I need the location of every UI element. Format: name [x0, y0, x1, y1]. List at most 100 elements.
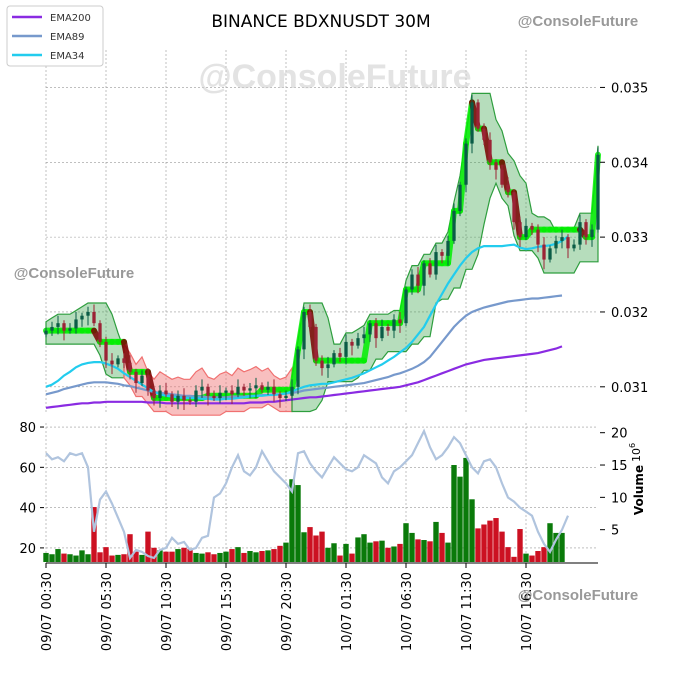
candle-28	[212, 390, 216, 402]
candle-9	[98, 320, 102, 348]
volume-bar-53	[361, 534, 367, 562]
candle-70	[464, 138, 468, 193]
candle-45	[314, 323, 318, 366]
volume-bar-39	[277, 545, 283, 562]
volume-bar-58	[391, 546, 397, 562]
candle-body	[356, 338, 360, 346]
volume-tick-label-1: 10	[611, 491, 628, 506]
candle-26	[200, 379, 204, 399]
candle-body	[554, 240, 558, 249]
candle-body	[374, 323, 378, 339]
volume-bar-15	[133, 551, 139, 562]
volume-bar-61	[409, 532, 415, 562]
candle-40	[284, 390, 288, 402]
candle-60	[404, 286, 408, 327]
volume-bar-59	[397, 543, 403, 562]
watermark-top-right: @ConsoleFuture	[518, 13, 638, 30]
candle-56	[380, 319, 384, 342]
time-tick-label-6: 10/07 06:30	[400, 572, 415, 651]
time-tick-label-3: 09/07 15:30	[220, 572, 235, 651]
candle-14	[128, 355, 132, 380]
volume-bar-8	[91, 507, 97, 562]
candle-body	[164, 390, 168, 395]
volume-bar-86	[559, 532, 565, 562]
candle-body	[590, 229, 594, 238]
candle-body	[572, 244, 576, 249]
candle-16	[140, 370, 144, 387]
candle-6	[80, 312, 84, 327]
volume-axis-label: Volume	[632, 465, 646, 515]
volume-bar-80	[523, 553, 529, 562]
candle-8	[92, 304, 96, 327]
candle-78	[512, 189, 516, 230]
candle-54	[368, 320, 372, 342]
volume-tick-label-0: 5	[611, 524, 619, 539]
candle-body	[536, 229, 540, 245]
volume-bar-64	[427, 541, 433, 562]
candle-65	[434, 244, 438, 280]
candle-body	[146, 375, 150, 391]
volume-bar-82	[535, 551, 541, 562]
candle-body	[74, 319, 78, 329]
volume-bar-31	[229, 549, 235, 562]
volume-bar-46	[319, 531, 325, 562]
volume-bar-71	[469, 499, 475, 562]
candle-body	[386, 326, 390, 331]
volume-bar-16	[139, 554, 145, 562]
candle-88	[572, 239, 576, 252]
price-grid	[45, 50, 598, 413]
candle-80	[524, 218, 528, 241]
volume-bar-13	[121, 554, 127, 562]
candle-body	[362, 334, 366, 339]
candle-84	[548, 245, 552, 263]
volume-bar-30	[223, 551, 229, 562]
candle-body	[242, 386, 246, 391]
candle-body	[140, 375, 144, 384]
candle-body	[566, 237, 570, 249]
candle-89	[578, 214, 582, 250]
volume-bar-34	[247, 551, 253, 562]
candle-61	[410, 269, 414, 295]
candle-17	[146, 368, 150, 396]
candle-21	[170, 391, 174, 408]
candle-body	[500, 169, 504, 185]
candle-body	[470, 102, 474, 144]
candle-86	[560, 229, 564, 249]
candle-59	[398, 311, 402, 333]
volume-bar-38	[271, 549, 277, 562]
candle-15	[134, 368, 138, 393]
candle-51	[350, 338, 354, 356]
legend-label-ema200: EMA200	[50, 13, 91, 24]
candle-body	[410, 274, 414, 290]
candle-body	[446, 240, 450, 256]
candle-32	[236, 379, 240, 398]
legend-entry-ema34: EMA34	[12, 51, 85, 62]
lower-axes: 20 40 60 80 5 10 15 20 Volume 106	[19, 421, 646, 557]
candle-1	[50, 321, 54, 336]
volume-bar-36	[259, 551, 265, 562]
candle-body	[290, 386, 294, 396]
candle-67	[446, 235, 450, 266]
price-tick-label-3: 0.034	[611, 156, 648, 171]
candle-body	[152, 390, 156, 399]
legend-entry-ema200: EMA200	[12, 13, 91, 24]
volume-bar-41	[289, 479, 295, 562]
candle-5	[74, 311, 78, 334]
volume-bar-0	[43, 552, 49, 562]
candle-2	[56, 315, 60, 335]
candle-77	[506, 177, 510, 198]
time-axis: 09/07 00:30 09/07 05:30 09/07 10:30 09/07 1…	[40, 562, 598, 651]
volume-bar-74	[487, 520, 493, 562]
candle-body	[56, 323, 60, 327]
candle-body	[128, 362, 132, 372]
volume-bar-19	[157, 550, 163, 562]
candle-48	[332, 350, 336, 368]
volume-bar-42	[295, 485, 301, 562]
candle-body	[380, 326, 384, 339]
candle-body	[560, 237, 564, 241]
volume-bar-51	[349, 553, 355, 562]
volume-bar-17	[145, 531, 151, 562]
time-tick-label-4: 09/07 20:30	[280, 572, 295, 651]
candle-35	[254, 377, 258, 399]
candle-92	[596, 147, 600, 233]
